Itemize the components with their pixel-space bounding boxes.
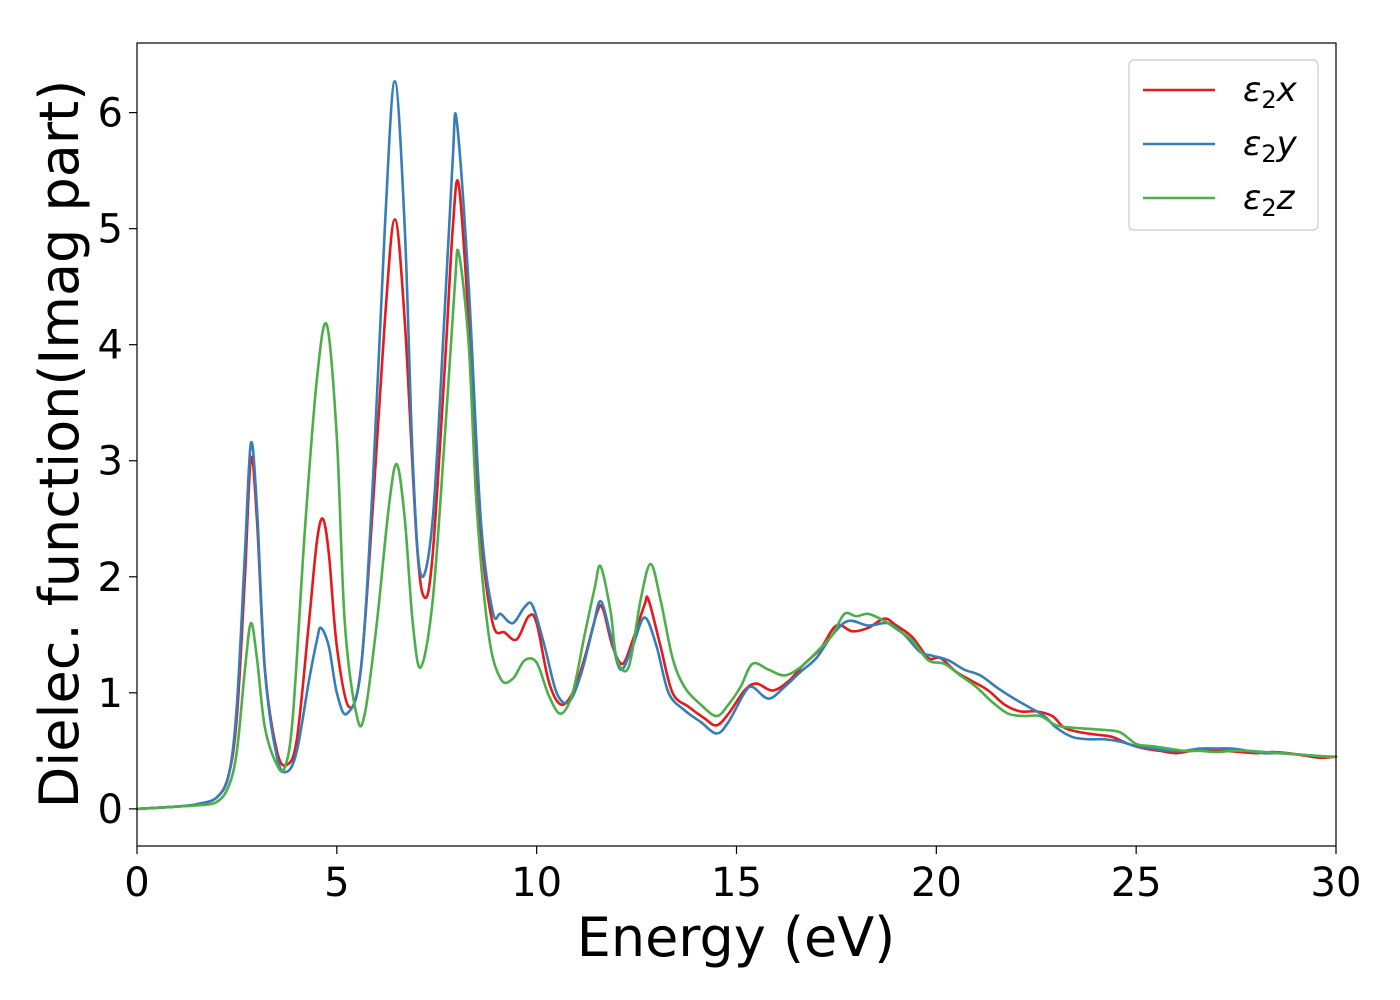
- series-line-z: [135, 248, 1338, 811]
- y-tick-label: 0: [98, 787, 123, 833]
- x-axis: 0 5 10 15 20 25 30: [124, 846, 1361, 906]
- x-tick-label: 0: [124, 860, 149, 906]
- legend-label-z: ε2z: [1243, 178, 1296, 222]
- x-tick-label: 20: [911, 860, 962, 906]
- legend-label-y: ε2y: [1243, 124, 1298, 168]
- x-tick-label: 15: [711, 860, 762, 906]
- series-layer: [135, 79, 1338, 811]
- legend-box: [1128, 59, 1319, 231]
- x-tick-label: 30: [1311, 860, 1362, 906]
- x-tick-label: 25: [1111, 860, 1162, 906]
- y-tick-label: 4: [98, 323, 123, 369]
- y-tick-label: 6: [98, 91, 123, 137]
- series-line-y: [135, 79, 1338, 811]
- x-tick-label: 10: [511, 860, 562, 906]
- x-tick-label: 5: [324, 860, 349, 906]
- legend-label-x: ε2x: [1243, 70, 1298, 114]
- legend: ε2x ε2y ε2z: [1128, 59, 1319, 231]
- y-tick-label: 3: [98, 439, 123, 485]
- y-axis-title: Dielec. function(Imag part): [28, 80, 91, 809]
- y-axis: 0 1 2 3 4 5 6: [98, 91, 137, 833]
- y-tick-label: 2: [98, 555, 123, 601]
- y-tick-label: 5: [98, 207, 123, 253]
- y-tick-label: 1: [98, 671, 123, 717]
- x-axis-title: Energy (eV): [577, 906, 896, 969]
